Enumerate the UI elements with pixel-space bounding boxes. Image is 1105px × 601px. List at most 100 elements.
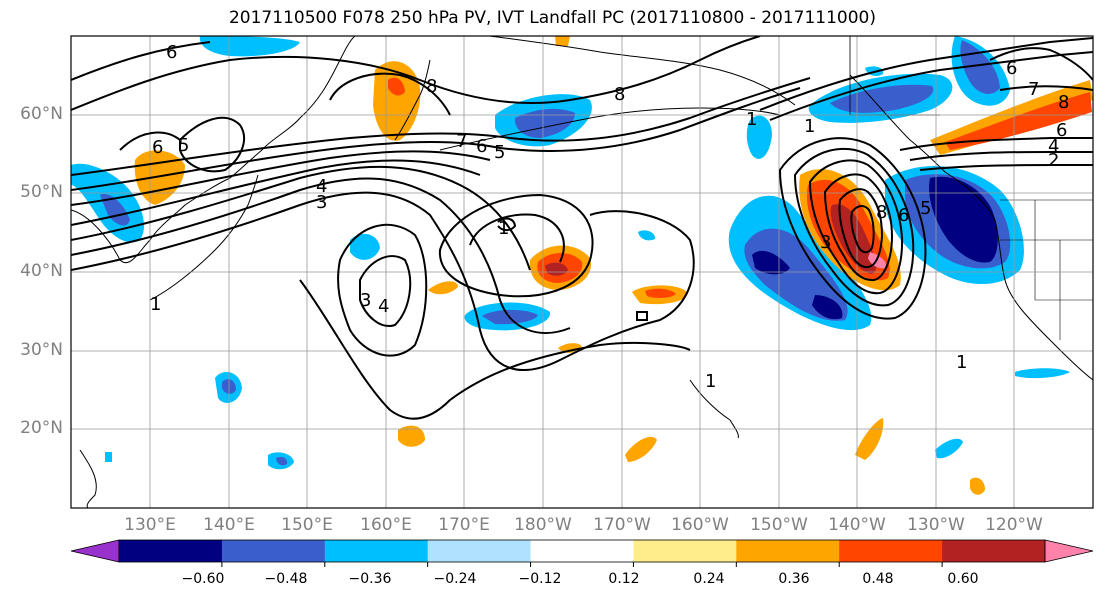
gridlines xyxy=(71,36,1093,508)
contour-label: 3 xyxy=(360,290,371,311)
contour-label: 3 xyxy=(820,232,831,253)
coastline-gulf-alaska xyxy=(849,74,946,173)
lon-label-180w: 180°W xyxy=(514,515,572,535)
state-borders xyxy=(1000,199,1093,340)
lon-label-140w: 140°W xyxy=(828,515,886,535)
lon-label-170w: 170°W xyxy=(593,515,651,535)
contour-small-2 xyxy=(497,217,517,232)
pv-positive-small-37n xyxy=(428,281,458,295)
contour-jet-6 xyxy=(71,87,801,191)
contour-south-arc xyxy=(299,279,691,420)
map-frame xyxy=(70,35,1094,509)
colorbar-tick-label: −0.24 xyxy=(433,571,477,587)
colorbar-segment xyxy=(119,540,223,562)
colorbar-tick-marks xyxy=(221,562,943,567)
lon-label-140e: 140°E xyxy=(203,515,255,535)
contour-label: 5 xyxy=(494,142,505,163)
colorbar-segment xyxy=(221,540,326,562)
contour-label: 1 xyxy=(705,371,716,392)
contour-trough-4 xyxy=(823,173,894,282)
contour-label: 6 xyxy=(1056,120,1067,141)
colorbar-segment xyxy=(736,540,840,562)
pv-positive-se-3 xyxy=(970,477,985,495)
colorbar-segments xyxy=(70,539,1094,563)
contour-label: 3 xyxy=(316,192,327,213)
contour-west-loop-2 xyxy=(119,131,181,151)
pv-positive-okhotsk-core xyxy=(388,77,405,96)
lon-label-170e: 170°E xyxy=(438,515,490,535)
contour-label: 8 xyxy=(426,76,437,97)
contour-loop-3b xyxy=(337,223,428,357)
colorbar-segment xyxy=(324,540,429,562)
pv-negative-west-deep-2 xyxy=(812,295,843,320)
pv-negative-se-1 xyxy=(935,438,963,459)
contour-jet-7 xyxy=(71,77,811,176)
pv-negative-small-42n xyxy=(638,230,656,241)
contour-trough-2 xyxy=(793,147,915,307)
colorbar-tick-label: −0.12 xyxy=(518,571,562,587)
contour-jet-4 xyxy=(71,159,481,226)
colorbar-tick-label: 0.12 xyxy=(608,571,640,587)
colorbar-extend-max xyxy=(1044,539,1094,563)
contour-jet-5 xyxy=(71,150,491,206)
contour-central-loop-2 xyxy=(469,213,565,263)
coastline-japan xyxy=(149,174,259,301)
contour-label: 1 xyxy=(804,116,815,137)
lat-label-60n: 60°N xyxy=(20,104,63,124)
colorbar-tick-label: 0.36 xyxy=(778,571,810,587)
lon-label-160e: 160°E xyxy=(360,515,412,535)
coastline-philippines xyxy=(79,449,97,508)
colorbar-segment xyxy=(633,540,737,562)
pv-positive-central-small-core xyxy=(645,288,676,299)
lat-label-50n: 50°N xyxy=(20,182,63,202)
contour-label: 4 xyxy=(378,296,389,317)
contour-label: 6 xyxy=(1006,58,1017,79)
coastline-kamchatka xyxy=(394,59,431,141)
contour-west-loop xyxy=(179,116,245,173)
pv-positive-se-2 xyxy=(625,436,657,462)
pv-negative-asia-15n-core xyxy=(276,456,288,466)
lat-label-30n: 30°N xyxy=(20,340,63,360)
contour-label: 4 xyxy=(1048,136,1059,157)
contour-jet-2 xyxy=(71,177,571,334)
pv-positive-okhotsk xyxy=(373,61,421,141)
contour-ne-2 xyxy=(759,37,1093,111)
contour-label: 6 xyxy=(898,205,909,226)
pv-negative-ridge-core xyxy=(929,176,998,263)
contour-label: 6 xyxy=(476,136,487,157)
contour-jet-8 xyxy=(71,36,761,111)
pv-negative-bering-core xyxy=(514,108,575,138)
lon-label-150w: 150°W xyxy=(750,515,808,535)
contour-okhotsk-loop xyxy=(329,72,451,116)
contour-trough-6 xyxy=(850,205,875,254)
colorbar-tick-label: 0.24 xyxy=(693,571,725,587)
contour-label: 1 xyxy=(498,218,509,239)
colorbar-segment xyxy=(530,540,634,562)
figure-title: 2017110500 F078 250 hPa PV, IVT Landfall… xyxy=(228,8,876,28)
lon-label-120w: 120°W xyxy=(985,515,1043,535)
pv-negative-asia-west-core xyxy=(100,194,130,226)
contour-label: 1 xyxy=(956,352,967,373)
contour-label: 5 xyxy=(178,135,189,156)
lon-label-130w: 130°W xyxy=(907,515,965,535)
contour-ne-4 xyxy=(909,151,1093,161)
contour-label: 7 xyxy=(1028,79,1039,100)
contour-label: 8 xyxy=(614,84,625,105)
colorbar-tick-label: −0.48 xyxy=(264,571,308,587)
pv-negative-west-deep xyxy=(752,250,790,275)
contour-ne-hook-2 xyxy=(999,85,1093,91)
pv-positive-small-west-60n xyxy=(555,36,570,46)
colorbar-tick-label: −0.60 xyxy=(181,571,225,587)
contour-ne-3 xyxy=(899,137,1093,151)
lon-label-150e: 150°E xyxy=(281,515,333,535)
contour-label: 6 xyxy=(152,137,163,158)
colorbar-tick-label: −0.36 xyxy=(348,571,392,587)
pv-negative-small-far-west xyxy=(105,452,112,462)
pv-negative-gulf-alaska-core xyxy=(830,84,934,113)
pv-positive-se-1 xyxy=(855,418,884,460)
pv-negative-small-40n xyxy=(350,233,380,260)
pv-negative-alaska-panhandle xyxy=(746,115,772,159)
contour-ne-5 xyxy=(919,164,1093,171)
pv-positive-ne-jet-core xyxy=(945,92,1092,150)
